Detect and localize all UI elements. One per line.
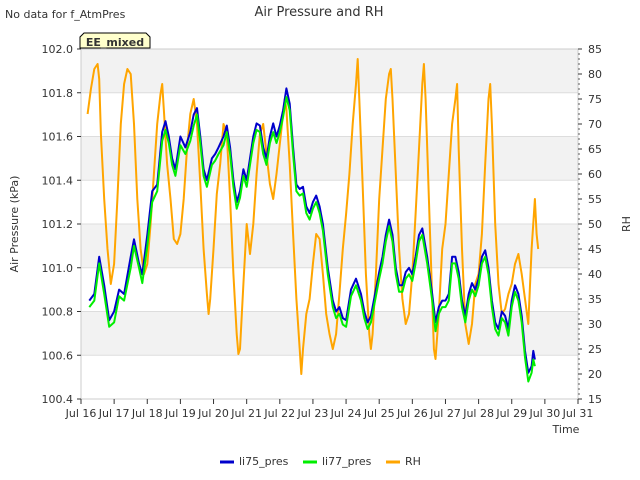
x-tick-label: Jul 30 [528, 407, 560, 420]
legend-label-li75_pres: li75_pres [239, 455, 289, 468]
y-left-tick-label: 100.6 [42, 349, 74, 362]
x-tick-label: Jul 17 [98, 407, 130, 420]
y-left-tick-label: 102.0 [42, 43, 74, 56]
y-right-tick-label: 85 [588, 43, 602, 56]
x-tick-label: Jul 27 [429, 407, 461, 420]
x-tick-label: Jul 20 [197, 407, 229, 420]
y-left-tick-label: 101.4 [42, 174, 74, 187]
x-tick-label: Jul 18 [131, 407, 163, 420]
x-tick-label: Jul 23 [297, 407, 329, 420]
y-left-tick-label: 101.8 [42, 87, 74, 100]
y-left-tick-label: 101.0 [42, 262, 74, 275]
plot-band [81, 49, 578, 93]
series-line-RH [86, 58, 540, 375]
y-right-tick-label: 50 [588, 218, 602, 231]
y-left-tick-label: 100.4 [42, 393, 74, 406]
series-line-li75_pres [88, 87, 536, 374]
y-right-tick-label: 15 [588, 393, 602, 406]
x-tick-label: Jul 16 [65, 407, 97, 420]
no-data-note: No data for f_AtmPres [5, 8, 126, 21]
badge-label: EE_mixed [86, 36, 144, 49]
x-tick-label: Jul 22 [263, 407, 295, 420]
y-left-tick-label: 100.8 [42, 306, 74, 319]
legend-label-RH: RH [405, 455, 421, 468]
y-right-tick-label: 80 [588, 68, 602, 81]
x-tick-label: Jul 31 [562, 407, 594, 420]
legend-label-li77_pres: li77_pres [322, 455, 372, 468]
y-axis-left-label: Air Pressure (kPa) [8, 176, 21, 273]
x-tick-label: Jul 19 [164, 407, 196, 420]
y-right-tick-label: 40 [588, 268, 602, 281]
plot-band [81, 224, 578, 268]
y-left-tick-label: 101.6 [42, 131, 74, 144]
x-tick-label: Jul 25 [363, 407, 395, 420]
x-tick-label: Jul 29 [495, 407, 527, 420]
y-right-tick-label: 55 [588, 193, 602, 206]
x-tick-label: Jul 28 [462, 407, 494, 420]
y-right-tick-label: 25 [588, 343, 602, 356]
y-right-tick-label: 65 [588, 143, 602, 156]
y-axis-right-label: RH [620, 216, 633, 232]
badge-box [79, 32, 151, 49]
chart-title: Air Pressure and RH [254, 5, 383, 20]
badge: EE_mixed [79, 32, 151, 49]
y-right-tick-label: 45 [588, 243, 602, 256]
y-right-tick-label: 75 [588, 93, 602, 106]
plot-band [81, 136, 578, 181]
y-left-tick-label: 101.2 [42, 218, 74, 231]
y-right-tick-label: 20 [588, 368, 602, 381]
x-tick-label: Jul 26 [396, 407, 428, 420]
axes: 100.4 100.6 100.8 101.0 101.2 101.4 101.6 101.8… [42, 43, 603, 420]
legend: li75_pres li77_pres RH [220, 455, 421, 468]
x-tick-label: Jul 24 [330, 407, 362, 420]
x-tick-label: Jul 21 [230, 407, 262, 420]
y-right-tick-label: 30 [588, 318, 602, 331]
y-right-tick-label: 70 [588, 118, 602, 131]
y-right-tick-label: 60 [588, 168, 602, 181]
series-lines [86, 58, 540, 383]
y-right-tick-label: 35 [588, 293, 602, 306]
series-line-li77_pres [88, 96, 536, 383]
x-axis-label: Time [552, 423, 580, 436]
